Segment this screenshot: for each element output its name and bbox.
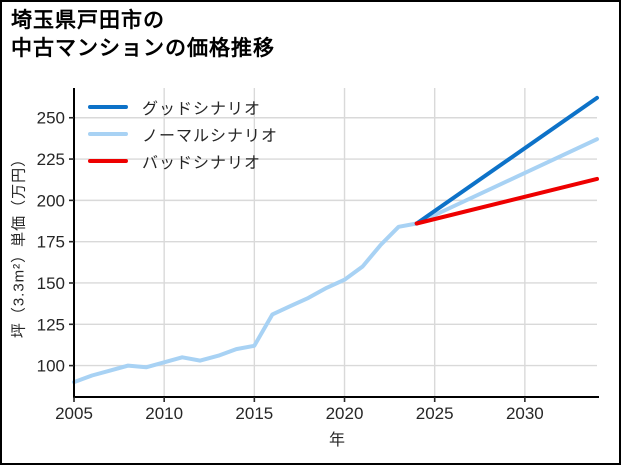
x-tick-label: 2025 bbox=[416, 404, 454, 423]
legend-line-swatch bbox=[88, 158, 128, 163]
y-tick-label: 175 bbox=[37, 233, 65, 252]
legend-label: バッドシナリオ bbox=[142, 154, 262, 172]
legend-line-swatch bbox=[88, 131, 128, 136]
series-line bbox=[414, 176, 599, 226]
y-tick-label: 225 bbox=[37, 150, 65, 169]
chart-legend: グッドシナリオ ノーマルシナリオ バッドシナリオ bbox=[88, 93, 278, 174]
chart-title: 埼玉県戸田市の 中古マンションの価格推移 bbox=[11, 7, 275, 62]
x-tick-label: 2030 bbox=[506, 404, 544, 423]
legend-line-swatch bbox=[88, 104, 128, 109]
y-tick-label: 200 bbox=[37, 191, 65, 210]
chart-title-line2: 中古マンションの価格推移 bbox=[11, 36, 275, 60]
x-tick-label: 2010 bbox=[145, 404, 183, 423]
legend-item: ノーマルシナリオ bbox=[88, 120, 278, 147]
legend-label: グッドシナリオ bbox=[142, 100, 262, 118]
y-tick-label: 250 bbox=[37, 109, 65, 128]
x-tick-label: 2015 bbox=[235, 404, 273, 423]
legend-label: ノーマルシナリオ bbox=[142, 127, 279, 145]
y-tick-label: 125 bbox=[37, 315, 65, 334]
chart-title-line1: 埼玉県戸田市の bbox=[11, 9, 165, 32]
y-tick-label: 150 bbox=[37, 274, 65, 293]
x-axis-label: 年 bbox=[328, 432, 345, 449]
x-tick-label: 2020 bbox=[326, 404, 364, 423]
series-line bbox=[72, 137, 599, 385]
x-tick-label: 2005 bbox=[55, 404, 93, 423]
legend-item: グッドシナリオ bbox=[88, 93, 278, 120]
series-line bbox=[414, 95, 599, 226]
y-tick-label: 100 bbox=[37, 357, 65, 376]
y-axis-label: 坪（3.3m²）単価（万円） bbox=[10, 150, 28, 339]
legend-item: バッドシナリオ bbox=[88, 147, 278, 174]
